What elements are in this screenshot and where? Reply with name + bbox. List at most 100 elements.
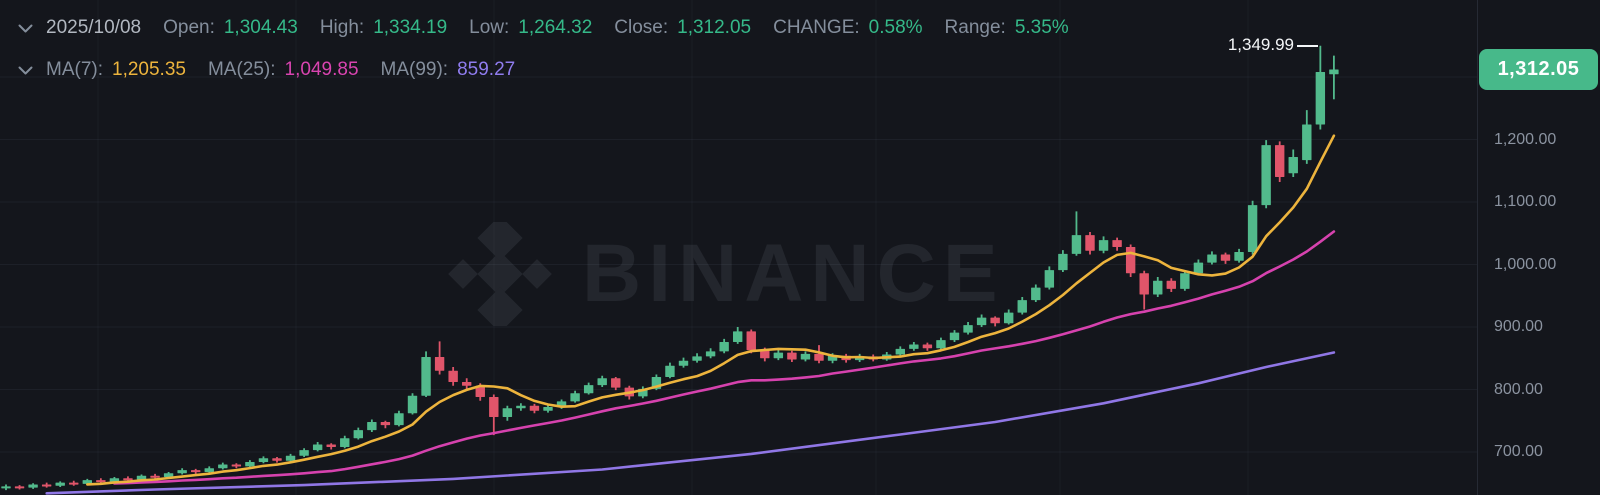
candle-body xyxy=(1098,240,1109,251)
candle-body xyxy=(312,444,323,451)
collapse-ohlc-chevron-icon[interactable] xyxy=(18,24,33,33)
price-tick-label: 1,100.00 xyxy=(1494,193,1557,210)
candle-body xyxy=(990,317,1000,324)
change-value: 0.58% xyxy=(868,17,923,38)
candle-body xyxy=(55,482,65,486)
last-price-badge: 1,312.05 xyxy=(1479,48,1598,90)
ma25-legend: MA(25): 1,049.85 xyxy=(208,59,359,81)
candle-body xyxy=(719,342,729,352)
candle-body xyxy=(218,464,228,469)
ohlc-low: Low: 1,264.32 xyxy=(469,17,592,39)
candle-body xyxy=(1139,273,1149,295)
collapse-ma-chevron-icon[interactable] xyxy=(18,66,33,75)
ma99-label: MA(99): xyxy=(380,59,449,80)
candle-body xyxy=(204,468,214,472)
candle-body xyxy=(895,348,905,355)
all-time-high-pointer-line xyxy=(1297,44,1318,47)
ohlc-legend-row: 2025/10/08 Open: 1,304.43 High: 1,334.19 L… xyxy=(18,17,1091,39)
candle-body xyxy=(1031,287,1041,301)
ma99-legend: MA(99): 859.27 xyxy=(381,59,516,81)
candle-body xyxy=(922,344,933,349)
ma7-legend: MA(7): 1,205.35 xyxy=(46,59,186,81)
candle-body xyxy=(733,331,743,342)
candle-body xyxy=(1071,235,1082,254)
ma7-label: MA(7): xyxy=(46,59,103,80)
candle-body xyxy=(1058,253,1068,271)
candle-body xyxy=(1302,124,1312,161)
change-label: CHANGE: xyxy=(773,17,860,38)
candle-body xyxy=(41,484,52,487)
ohlc-close: Close: 1,312.05 xyxy=(614,17,751,39)
candle-body xyxy=(1315,72,1326,125)
candle-body xyxy=(448,370,458,382)
candle-body xyxy=(434,357,445,371)
ma99-value: 859.27 xyxy=(457,59,516,80)
candle-body xyxy=(760,350,770,359)
candle-body xyxy=(1207,254,1217,263)
candle-body xyxy=(1193,262,1204,274)
open-label: Open: xyxy=(163,17,215,38)
candle-body xyxy=(1288,157,1298,174)
candle-body xyxy=(516,405,526,409)
candle-body xyxy=(976,317,987,326)
candle-body xyxy=(367,422,377,431)
low-label: Low: xyxy=(469,17,510,38)
ohlc-range: Range: 5.35% xyxy=(945,17,1069,39)
high-value: 1,334.19 xyxy=(373,17,448,38)
candle-body xyxy=(502,408,513,417)
candle-body xyxy=(407,395,418,414)
candle-body xyxy=(543,407,553,411)
candle-body xyxy=(1017,300,1027,313)
candle-body xyxy=(394,413,404,426)
price-tick-label: 1,000.00 xyxy=(1494,255,1557,273)
candle-body xyxy=(529,405,540,411)
candle-body xyxy=(1261,145,1271,206)
hovered-date: 2025/10/08 xyxy=(46,17,142,38)
candle-body xyxy=(1,486,11,489)
high-label: High: xyxy=(319,17,365,38)
candlestick-plot[interactable] xyxy=(0,0,1477,495)
candle-body xyxy=(705,351,716,357)
candle-body xyxy=(96,480,106,483)
candle-body xyxy=(814,353,824,361)
candle-body xyxy=(800,353,811,360)
open-value: 1,304.43 xyxy=(223,17,298,38)
candle-body xyxy=(746,331,756,351)
candle-body xyxy=(191,470,201,473)
candle-body xyxy=(353,430,363,439)
ma25-label: MA(25): xyxy=(207,59,276,80)
price-axis[interactable]: 1,200.00 1,100.00 1,000.00 900.00 800.00 700.… xyxy=(1477,0,1600,495)
candle-body xyxy=(136,475,147,480)
candle-body xyxy=(299,450,309,456)
candle-body xyxy=(787,352,797,360)
candle-body xyxy=(123,478,133,481)
candle-body xyxy=(773,352,784,359)
candle-body xyxy=(421,357,431,396)
candle-body xyxy=(1329,69,1339,75)
candle-body xyxy=(949,332,960,341)
candle-body xyxy=(245,462,255,467)
ohlc-change: CHANGE: 0.58% xyxy=(773,17,922,39)
ma7-value: 1,205.35 xyxy=(112,59,186,80)
candle-body xyxy=(163,473,174,477)
candle-body xyxy=(909,344,919,349)
candle-body xyxy=(150,475,160,478)
ohlc-high: High: 1,334.19 xyxy=(320,17,447,39)
candle-body xyxy=(380,422,391,426)
candle-body xyxy=(462,382,472,386)
candle-body xyxy=(340,438,350,447)
chart-canvas[interactable]: BINANCE 2025/10/08 Open: 1,304.43 High: 1,… xyxy=(0,0,1477,495)
all-time-high-price-label: 1,349.99 xyxy=(1227,34,1294,54)
candle-body xyxy=(597,378,607,386)
candle-body xyxy=(583,385,594,394)
candle-body xyxy=(963,325,973,333)
candle-body xyxy=(1247,205,1258,252)
ma99-line xyxy=(45,351,1336,495)
candle-body xyxy=(1125,247,1136,274)
candle-body xyxy=(272,458,282,461)
candle-body xyxy=(1153,280,1163,295)
candle-body xyxy=(1112,240,1122,247)
candle-body xyxy=(28,484,38,488)
candle-body xyxy=(678,360,689,366)
low-value: 1,264.32 xyxy=(518,17,593,38)
